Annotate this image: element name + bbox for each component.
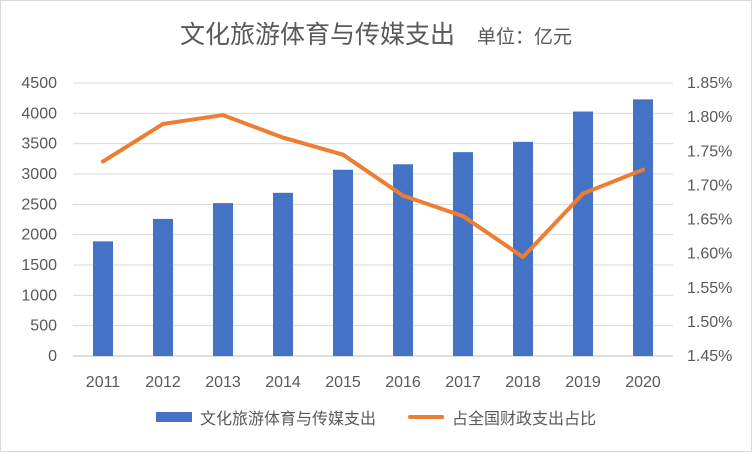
x-tick-label: 2011 [86, 374, 121, 391]
y-left-tick-label: 4500 [21, 75, 57, 92]
y-left-tick-label: 2500 [21, 196, 57, 213]
ratio-point [641, 167, 645, 172]
y-right-tick-label: 1.85% [687, 75, 732, 92]
legend-item-ratio: 占全国财政支出占比 [408, 405, 596, 429]
legend-label-spending: 文化旅游体育与传媒支出 [199, 409, 376, 428]
legend-label-ratio: 占全国财政支出占比 [452, 409, 597, 428]
y-right-tick-label: 1.55% [687, 280, 732, 297]
y-right-tick-label: 1.75% [687, 143, 732, 160]
y-left-tick-label: 3500 [21, 136, 57, 153]
bar [153, 218, 173, 356]
bar [273, 192, 293, 356]
x-tick-label: 2013 [205, 374, 241, 391]
bar [573, 111, 593, 356]
x-tick-label: 2016 [385, 374, 421, 391]
ratio-point [521, 255, 525, 260]
bar [393, 164, 413, 356]
bar [93, 241, 113, 356]
chart-unit-label: 单位：亿元 [477, 26, 573, 48]
x-tick-label: 2014 [265, 374, 301, 391]
bar [513, 141, 533, 356]
x-tick-label: 2012 [145, 374, 181, 391]
y-left-tick-label: 1000 [21, 287, 57, 304]
legend-swatch-line [408, 415, 444, 419]
ratio-point [221, 113, 225, 118]
y-right-tick-label: 1.80% [687, 109, 732, 126]
chart-title: 文化旅游体育与传媒支出 [179, 20, 455, 49]
y-left-tick-label: 2000 [21, 227, 57, 244]
chart-plot: 0 500 1000 1500 2000 2500 3000 3500 4000 4500 1.45… [21, 75, 732, 391]
ratio-point [341, 152, 345, 157]
bar [633, 99, 653, 356]
ratio-point [161, 121, 165, 126]
ratio-point [461, 214, 465, 219]
chart-title-block: 文化旅游体育与传媒支出 单位：亿元 [1, 15, 751, 51]
bar [213, 203, 233, 356]
y-right-tick-label: 1.50% [687, 314, 732, 331]
chart-legend: 文化旅游体育与传媒支出 占全国财政支出占比 [1, 405, 751, 429]
y-right-tick-label: 1.70% [687, 177, 732, 194]
ratio-point [581, 191, 585, 196]
x-tick-label: 2020 [625, 374, 661, 391]
bar [453, 152, 473, 356]
y-left-tick-label: 3000 [21, 166, 57, 183]
y-right-tick-label: 1.65% [687, 212, 732, 229]
legend-item-spending: 文化旅游体育与传媒支出 [155, 405, 376, 429]
y-left-tick-label: 1500 [21, 257, 57, 274]
y-left-tick-label: 0 [48, 348, 57, 365]
legend-swatch-bar [155, 412, 192, 422]
y-left-tick-label: 500 [30, 318, 57, 335]
x-tick-label: 2018 [505, 374, 541, 391]
ratio-point [401, 193, 405, 198]
y-right-tick-label: 1.60% [687, 246, 732, 263]
x-tick-label: 2019 [565, 374, 601, 391]
ratio-point [281, 135, 285, 140]
ratio-point [101, 159, 105, 164]
y-left-tick-label: 4000 [21, 105, 57, 122]
x-tick-label: 2015 [325, 374, 361, 391]
bar [333, 169, 353, 356]
ratio-line [101, 113, 645, 260]
y-right-tick-label: 1.45% [687, 348, 732, 365]
x-tick-label: 2017 [445, 374, 481, 391]
